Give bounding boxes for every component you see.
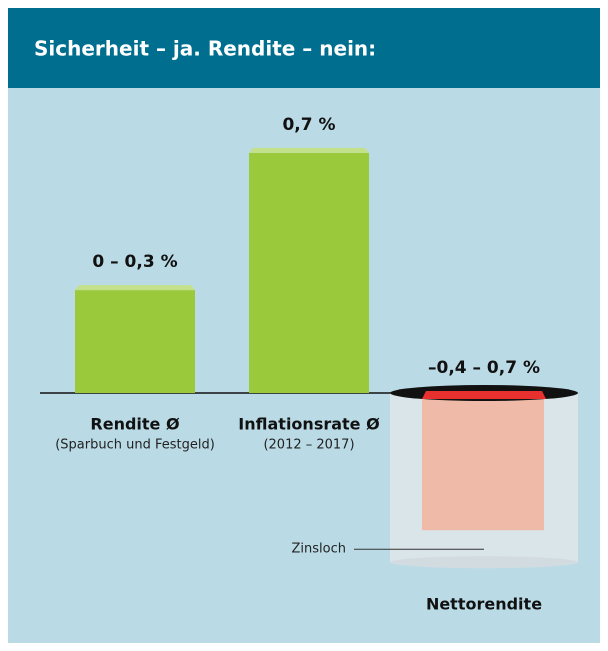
- value-label: 0 – 0,3 %: [92, 252, 177, 272]
- infographic: Sicherheit – ja. Rendite – nein: 0 – 0,3…: [0, 0, 608, 651]
- hole-cap: [422, 391, 546, 399]
- bar: [75, 290, 195, 393]
- bar-cap: [75, 285, 195, 290]
- bar-cap: [249, 148, 369, 153]
- category-note: (Sparbuch und Festgeld): [55, 438, 215, 453]
- value-label: 0,7 %: [282, 115, 335, 135]
- bar: [422, 397, 544, 530]
- cylinder-bottom: [390, 556, 578, 568]
- annotation: Zinsloch: [292, 542, 346, 557]
- chart-title: Sicherheit – ja. Rendite – nein:: [34, 37, 376, 61]
- category-note: (2012 – 2017): [263, 438, 354, 453]
- value-label: –0,4 – 0,7 %: [428, 358, 540, 378]
- bar: [249, 153, 369, 393]
- category-label: Inflationsrate Ø: [238, 415, 380, 434]
- category-label: Nettorendite: [426, 595, 542, 614]
- category-label: Rendite Ø: [90, 415, 180, 434]
